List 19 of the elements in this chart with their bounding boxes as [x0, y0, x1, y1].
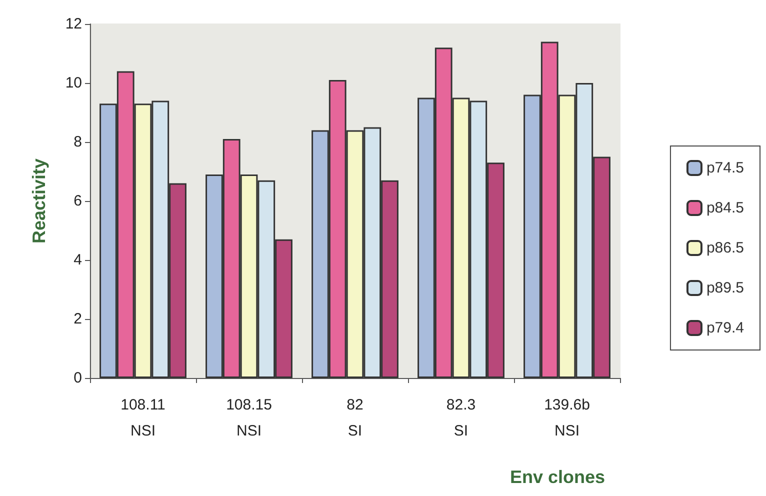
- y-tick-label: 12: [65, 16, 82, 32]
- y-tick-label: 0: [74, 370, 82, 386]
- x-tick-label: 82.3 SI: [446, 396, 476, 440]
- x-tick-label: 82 SI: [346, 396, 364, 440]
- y-tick-label: 4: [74, 252, 82, 268]
- legend-label: p84.5: [706, 200, 744, 216]
- x-tick-label: 108.11 NSI: [120, 396, 166, 440]
- y-tick-label: 2: [74, 310, 82, 328]
- y-tick-label: 6: [74, 192, 82, 210]
- x-axis-title: Env clones: [510, 467, 606, 487]
- legend-label: p74.5: [706, 160, 744, 176]
- y-tick-label: 10: [65, 74, 82, 92]
- legend-label: p86.5: [706, 240, 744, 256]
- x-tick-label: 108.15 NSI: [226, 396, 272, 440]
- y-axis-title: Reactivity: [29, 158, 49, 244]
- x-tick-label: 139.6b NSI: [544, 396, 590, 440]
- legend-label: p89.5: [706, 280, 744, 296]
- legend-label: p79.4: [706, 320, 744, 336]
- y-tick-label: 8: [74, 134, 82, 150]
